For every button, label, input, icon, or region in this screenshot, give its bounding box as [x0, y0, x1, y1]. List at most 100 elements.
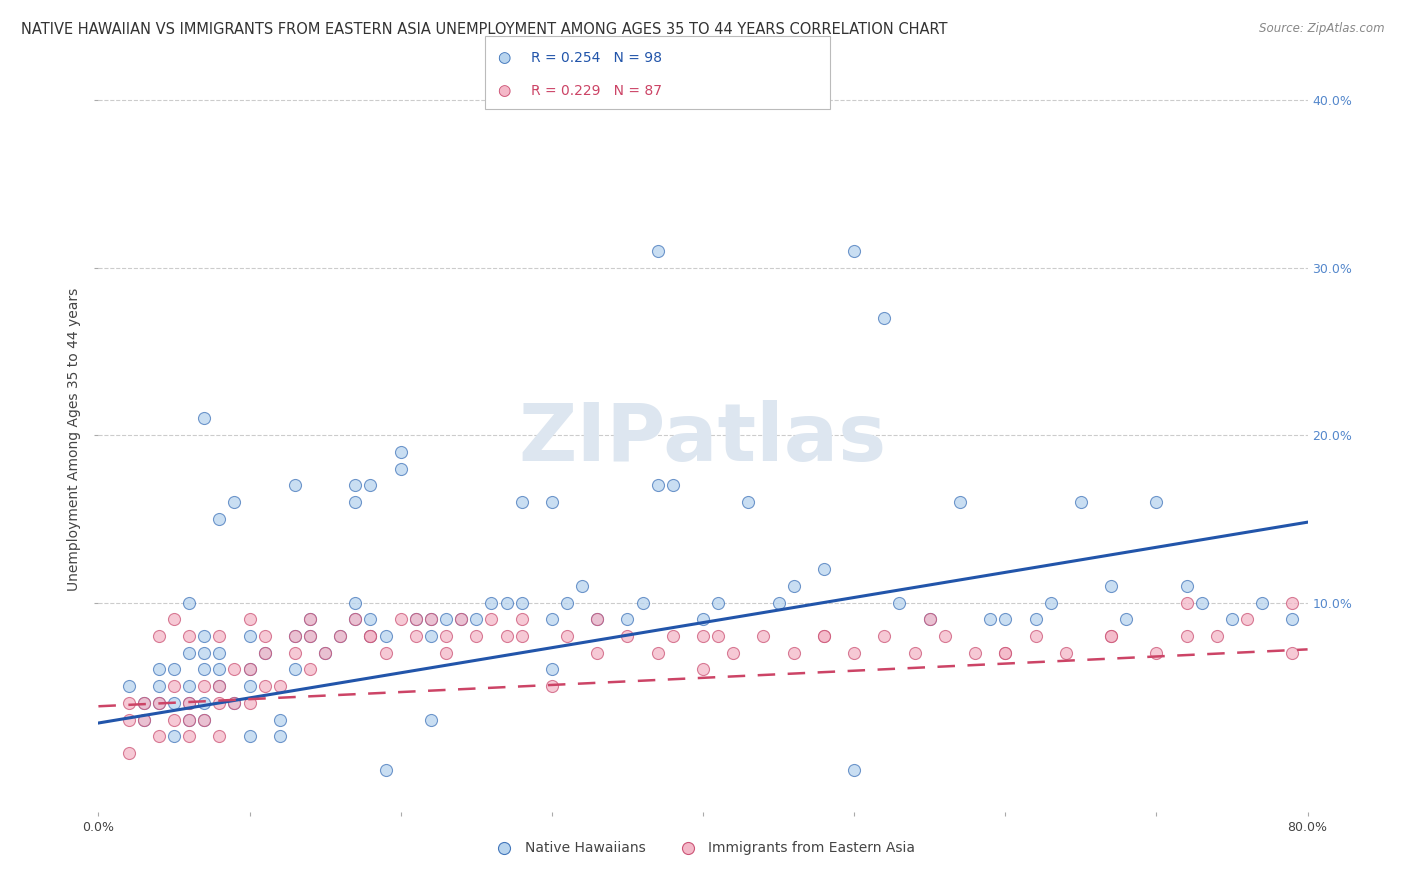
- Point: [208, 679, 231, 693]
- Point: [148, 696, 170, 710]
- Point: [208, 730, 231, 744]
- Text: ●: ●: [496, 50, 510, 65]
- Point: [420, 629, 443, 643]
- Point: [193, 629, 215, 643]
- Text: ○: ○: [496, 50, 510, 65]
- Point: [239, 696, 262, 710]
- Point: [586, 612, 609, 626]
- Point: [783, 579, 806, 593]
- Point: [813, 629, 835, 643]
- Point: [450, 612, 472, 626]
- Point: [510, 595, 533, 609]
- Point: [299, 629, 322, 643]
- Point: [148, 696, 170, 710]
- Point: [540, 495, 562, 509]
- Point: [540, 612, 562, 626]
- Point: [1099, 579, 1122, 593]
- Point: [374, 646, 396, 660]
- Point: [1206, 629, 1229, 643]
- Point: [495, 595, 517, 609]
- Point: [329, 629, 352, 643]
- Text: Source: ZipAtlas.com: Source: ZipAtlas.com: [1260, 22, 1385, 36]
- Point: [994, 646, 1017, 660]
- Point: [344, 495, 367, 509]
- Point: [163, 713, 186, 727]
- Point: [148, 663, 170, 677]
- Point: [904, 646, 927, 660]
- Point: [299, 612, 322, 626]
- Text: ZIPatlas: ZIPatlas: [519, 401, 887, 478]
- Point: [1281, 595, 1303, 609]
- Text: R = 0.229   N = 87: R = 0.229 N = 87: [531, 84, 662, 97]
- Point: [344, 478, 367, 492]
- Point: [949, 495, 972, 509]
- Point: [344, 612, 367, 626]
- Point: [360, 629, 382, 643]
- Point: [208, 512, 231, 526]
- Point: [360, 612, 382, 626]
- Point: [148, 730, 170, 744]
- Point: [586, 646, 609, 660]
- Point: [193, 679, 215, 693]
- Point: [1054, 646, 1077, 660]
- Point: [1281, 612, 1303, 626]
- Point: [1099, 629, 1122, 643]
- Point: [405, 629, 427, 643]
- Point: [163, 696, 186, 710]
- Point: [420, 713, 443, 727]
- Point: [253, 646, 276, 660]
- Point: [179, 629, 201, 643]
- Point: [1039, 595, 1062, 609]
- Point: [1175, 629, 1198, 643]
- Point: [269, 713, 291, 727]
- Point: [118, 713, 141, 727]
- Point: [405, 612, 427, 626]
- Point: [193, 713, 215, 727]
- Y-axis label: Unemployment Among Ages 35 to 44 years: Unemployment Among Ages 35 to 44 years: [67, 288, 82, 591]
- Point: [1099, 629, 1122, 643]
- Point: [132, 713, 155, 727]
- Point: [844, 763, 866, 777]
- Point: [360, 629, 382, 643]
- Point: [555, 629, 578, 643]
- Point: [344, 612, 367, 626]
- Point: [555, 595, 578, 609]
- Point: [284, 478, 307, 492]
- Point: [224, 696, 246, 710]
- Point: [179, 730, 201, 744]
- Point: [239, 629, 262, 643]
- Point: [465, 629, 488, 643]
- Point: [873, 629, 896, 643]
- Point: [179, 713, 201, 727]
- Point: [647, 478, 669, 492]
- Point: [692, 612, 714, 626]
- Point: [465, 612, 488, 626]
- Point: [163, 612, 186, 626]
- Text: R = 0.254   N = 98: R = 0.254 N = 98: [531, 51, 662, 64]
- Point: [434, 629, 457, 643]
- Point: [253, 646, 276, 660]
- Point: [586, 612, 609, 626]
- Point: [239, 663, 262, 677]
- Point: [1070, 495, 1092, 509]
- Point: [420, 612, 443, 626]
- Point: [179, 595, 201, 609]
- Point: [224, 495, 246, 509]
- Point: [269, 730, 291, 744]
- Point: [434, 646, 457, 660]
- Point: [405, 612, 427, 626]
- Point: [148, 629, 170, 643]
- Point: [616, 629, 638, 643]
- Point: [723, 646, 745, 660]
- Point: [752, 629, 775, 643]
- Point: [768, 595, 790, 609]
- Point: [661, 629, 683, 643]
- Point: [510, 629, 533, 643]
- Point: [284, 663, 307, 677]
- Point: [1251, 595, 1274, 609]
- Point: [434, 612, 457, 626]
- Point: [1175, 595, 1198, 609]
- Point: [239, 612, 262, 626]
- Text: ●: ●: [496, 83, 510, 98]
- Point: [239, 730, 262, 744]
